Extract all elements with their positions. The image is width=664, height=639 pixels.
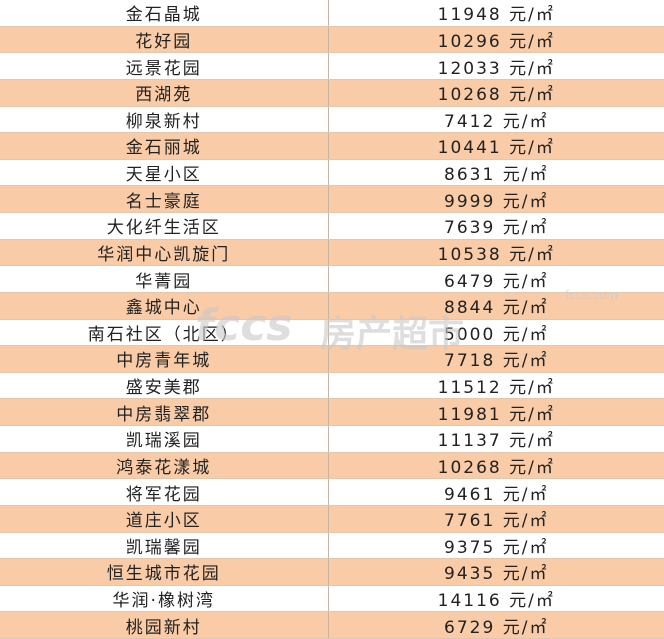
table-row: 华润中心凯旋门 10538 元/㎡ <box>0 239 664 267</box>
price-cell: 6479 元/㎡ <box>444 271 549 292</box>
table-row: 道庄小区 7761 元/㎡ <box>0 505 664 533</box>
name-cell: 金石晶城 <box>0 0 329 26</box>
table-row: 华润·橡树湾 14116 元/㎡ <box>0 585 664 613</box>
name-cell: 柳泉新村 <box>0 106 329 133</box>
name-cell: 鸿泰花漾城 <box>0 452 329 479</box>
name-cell: 中房青年城 <box>0 346 329 372</box>
name-cell: 凯瑞溪园 <box>0 426 329 452</box>
table-row: 大化纤生活区 7639 元/㎡ <box>0 213 664 240</box>
price-cell: 11948 元/㎡ <box>437 5 555 26</box>
table-row: 远景花园 12033 元/㎡ <box>0 53 664 80</box>
name-cell: 华润中心凯旋门 <box>0 239 329 266</box>
price-cell: 12033 元/㎡ <box>437 58 555 79</box>
table-row: 金石晶城 11948 元/㎡ <box>0 0 664 27</box>
name-cell: 中房翡翠郡 <box>0 399 329 425</box>
name-cell: 恒生城市花园 <box>0 559 329 585</box>
table-row: 花好园 10296 元/㎡ <box>0 26 664 54</box>
table-row: 西湖苑 10268 元/㎡ <box>0 79 664 107</box>
price-cell: 7412 元/㎡ <box>444 111 549 132</box>
name-cell: 盛安美郡 <box>0 372 329 399</box>
name-cell: 西湖苑 <box>0 79 329 106</box>
price-cell: 10296 元/㎡ <box>437 31 555 52</box>
table-row: 凯瑞溪园 11137 元/㎡ <box>0 426 664 453</box>
name-cell: 天星小区 <box>0 159 329 186</box>
price-cell: 11512 元/㎡ <box>437 378 555 399</box>
name-cell: 凯瑞馨园 <box>0 532 329 559</box>
name-cell: 将军花园 <box>0 479 329 505</box>
watermark-text: 房产超市 <box>320 314 465 355</box>
name-cell: 桃园新村 <box>0 612 329 638</box>
price-cell: 10268 元/㎡ <box>437 85 555 106</box>
table-row: 天星小区 8631 元/㎡ <box>0 159 664 187</box>
price-cell: 10538 元/㎡ <box>437 244 555 265</box>
price-cell: 7639 元/㎡ <box>444 218 549 239</box>
price-cell: 6729 元/㎡ <box>444 617 549 638</box>
name-cell: 名士豪庭 <box>0 186 329 212</box>
table-row: 鸿泰花漾城 10268 元/㎡ <box>0 452 664 480</box>
price-cell: 7718 元/㎡ <box>444 351 549 372</box>
name-cell: 华菁园 <box>0 266 329 292</box>
watermark-logo: fccs <box>195 300 293 351</box>
price-cell: 11137 元/㎡ <box>437 431 555 452</box>
price-cell: 8631 元/㎡ <box>444 165 549 186</box>
price-cell: 14116 元/㎡ <box>437 591 555 612</box>
price-cell: 9461 元/㎡ <box>444 484 549 505</box>
name-cell: 鑫城中心 <box>0 292 329 319</box>
table-row: 盛安美郡 11512 元/㎡ <box>0 372 664 400</box>
price-cell: 8844 元/㎡ <box>444 298 549 319</box>
price-cell: 5000 元/㎡ <box>444 324 549 345</box>
price-cell: 10268 元/㎡ <box>437 457 555 478</box>
watermark-url: fccs.com <box>565 288 619 302</box>
table-row: 柳泉新村 7412 元/㎡ <box>0 106 664 134</box>
table-row: 名士豪庭 9999 元/㎡ <box>0 186 664 213</box>
table-row: 金石丽城 10441 元/㎡ <box>0 133 664 160</box>
name-cell: 道庄小区 <box>0 505 329 532</box>
table-row: 恒生城市花园 9435 元/㎡ <box>0 559 664 586</box>
price-cell: 11981 元/㎡ <box>437 404 555 425</box>
table-row: 南石社区（北区） 5000 元/㎡ <box>0 319 664 347</box>
price-cell: 10441 元/㎡ <box>437 138 555 159</box>
table-row: 鑫城中心 8844 元/㎡ <box>0 292 664 320</box>
table-row: 将军花园 9461 元/㎡ <box>0 479 664 506</box>
price-cell: 7761 元/㎡ <box>444 511 549 532</box>
name-cell: 南石社区（北区） <box>0 319 329 346</box>
name-cell: 大化纤生活区 <box>0 213 329 239</box>
name-cell: 远景花园 <box>0 53 329 79</box>
name-cell: 金石丽城 <box>0 133 329 159</box>
price-cell: 9999 元/㎡ <box>444 191 549 212</box>
name-cell: 华润·橡树湾 <box>0 585 329 612</box>
price-cell: 9375 元/㎡ <box>444 537 549 558</box>
name-cell: 花好园 <box>0 26 329 53</box>
table-row: 华菁园 6479 元/㎡ <box>0 266 664 293</box>
price-cell: 9435 元/㎡ <box>444 564 549 585</box>
table-row: 桃园新村 6729 元/㎡ <box>0 612 664 639</box>
table-row: 中房翡翠郡 11981 元/㎡ <box>0 399 664 426</box>
table-row: 凯瑞馨园 9375 元/㎡ <box>0 532 664 560</box>
table-row: 中房青年城 7718 元/㎡ <box>0 346 664 373</box>
